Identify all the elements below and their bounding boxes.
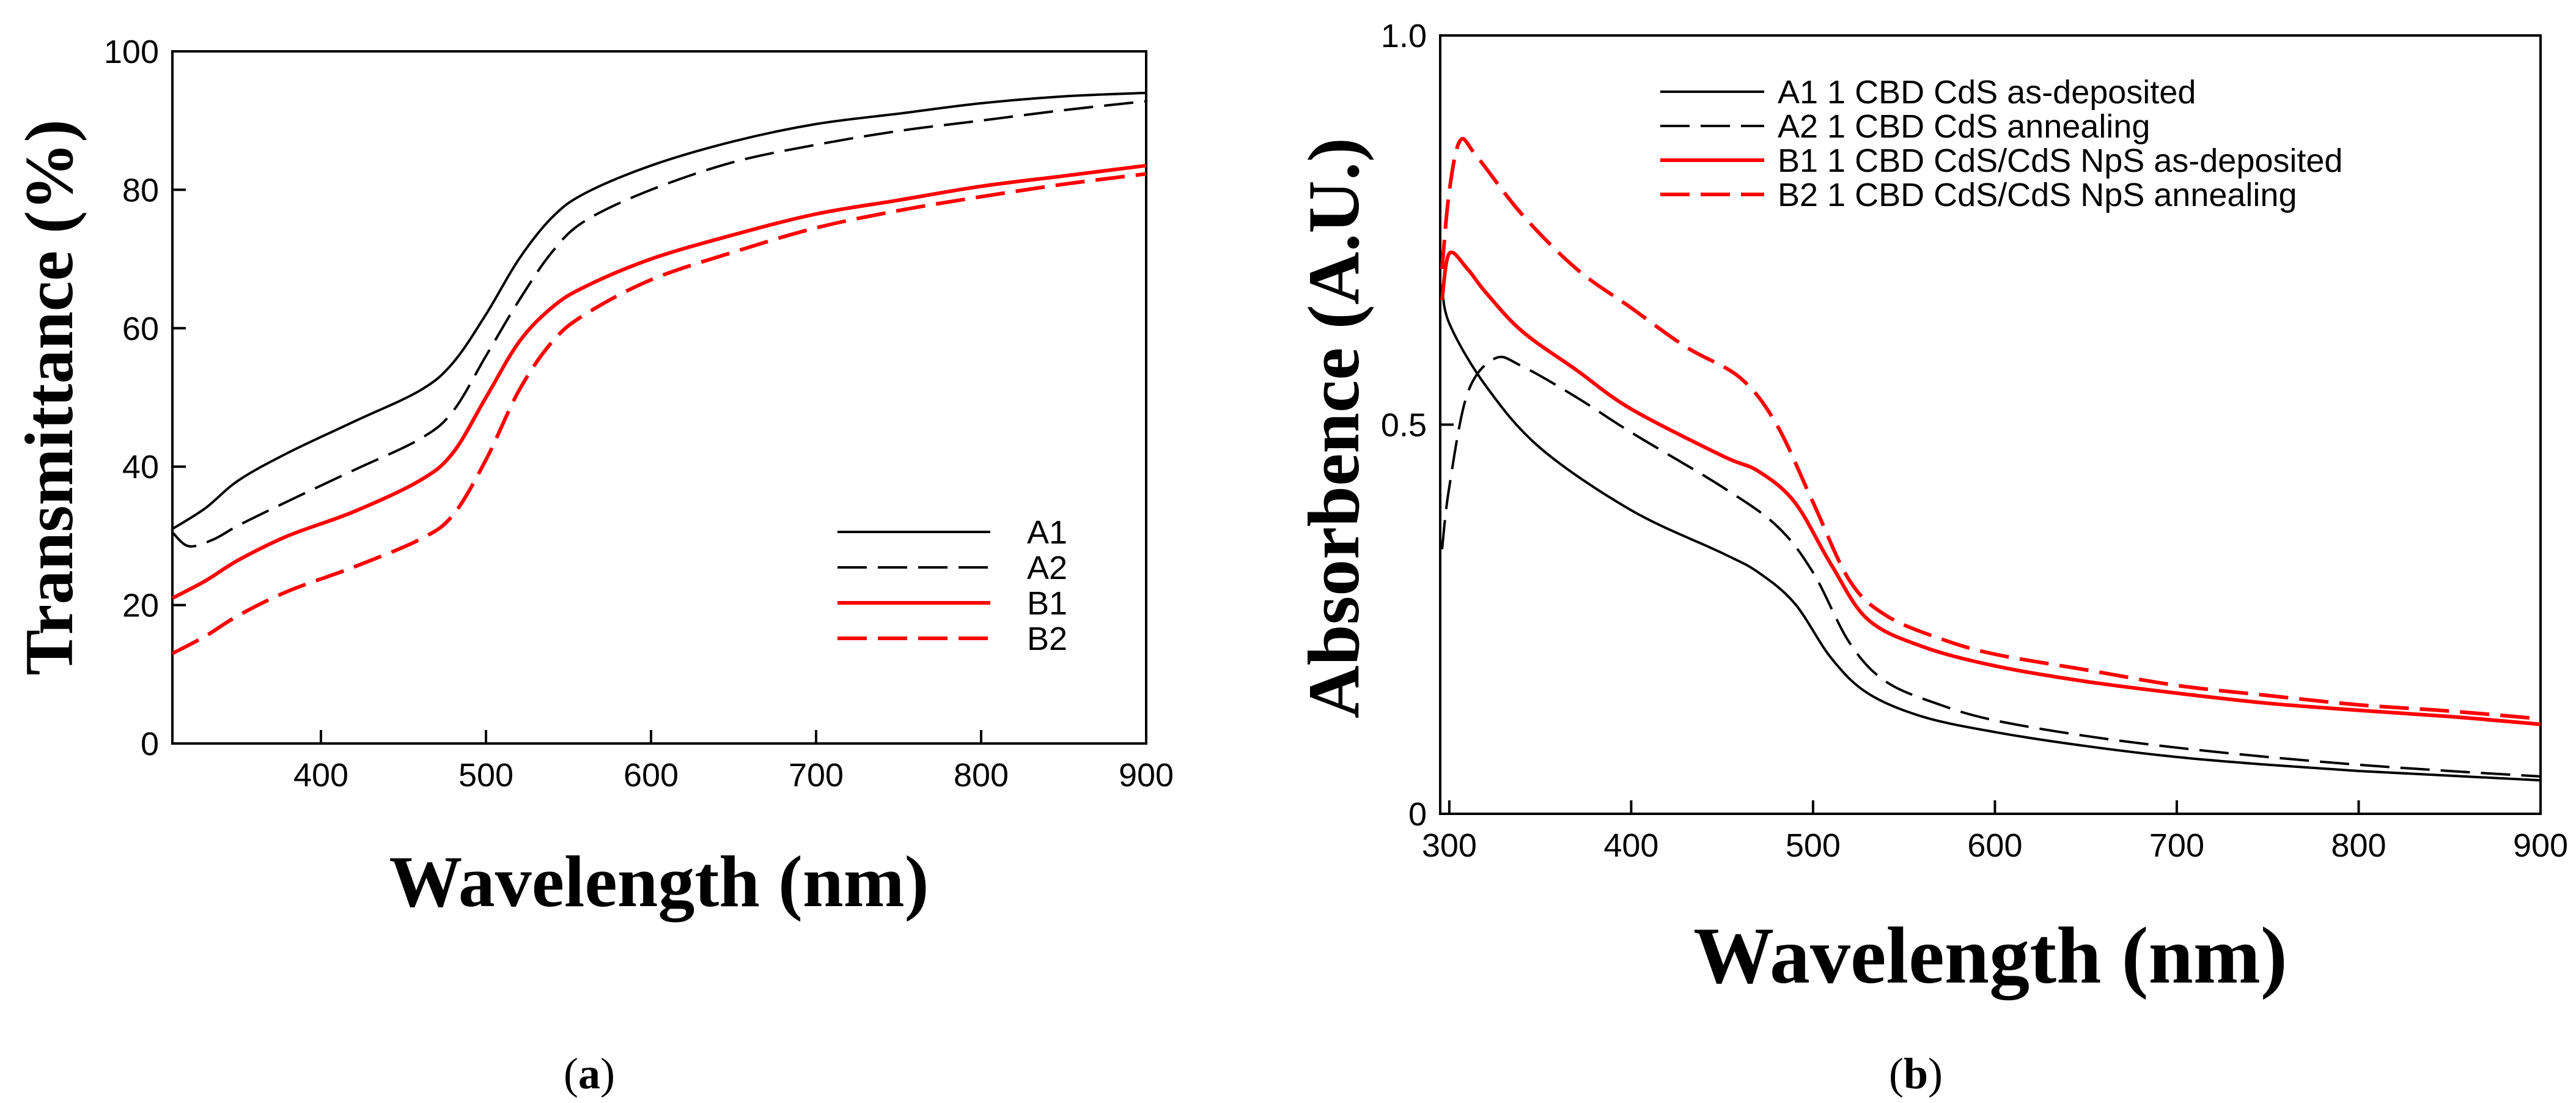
panel-b-x-tick-label: 800 bbox=[2331, 827, 2386, 864]
panel-b-axis-ticks: 300 400 500 600 700 800 900 0 0.5 1.0 bbox=[1381, 18, 2568, 864]
panel-a-axis-ticks: 400 500 600 700 800 900 0 20 40 60 80 100 bbox=[104, 34, 1174, 794]
panel-a-x-tick-label: 500 bbox=[458, 757, 513, 794]
panel-b-y-axis-title: Absorbence (A.U.) bbox=[1293, 138, 1374, 718]
panel-b-series-a1 bbox=[1441, 284, 2541, 782]
panel-b-series-a2 bbox=[1441, 355, 2541, 778]
panel-b-x-tick-label: 500 bbox=[1786, 827, 1841, 864]
panel-a-y-tick-label: 20 bbox=[122, 588, 159, 624]
panel-b-y-tick-label: 0.5 bbox=[1381, 407, 1427, 444]
panel-a-plot-frame bbox=[171, 50, 1147, 745]
panel-b-series-b2 bbox=[1440, 136, 2541, 721]
panel-b-x-tick-label: 900 bbox=[2513, 827, 2568, 864]
panel-b-y-tick-label: 1.0 bbox=[1381, 18, 1427, 54]
panel-b-legend-label-a1: A1 1 CBD CdS as-deposited bbox=[1778, 74, 2196, 111]
panel-a-label-letter: a bbox=[578, 1049, 600, 1098]
panel-a-x-tick-label: 800 bbox=[954, 757, 1009, 794]
panel-b-series-lines bbox=[1440, 136, 2541, 782]
panel-a-y-tick-label: 0 bbox=[141, 726, 159, 762]
panel-a-legend-label-b2: B2 bbox=[1027, 621, 1067, 657]
panel-a-y-tick-label: 60 bbox=[122, 311, 159, 347]
panel-a-x-tick-label: 400 bbox=[293, 757, 348, 794]
panel-a-series-lines bbox=[171, 91, 1147, 655]
panel-b-x-tick-label: 300 bbox=[1422, 827, 1477, 864]
panel-b-absorbance-chart: 300 400 500 600 700 800 900 0 0.5 1.0 A1 1 CBD Cd… bbox=[1293, 18, 2568, 1098]
panel-b-y-tick-label: 0 bbox=[1408, 796, 1427, 833]
panel-a-y-tick-label: 100 bbox=[104, 34, 159, 70]
panel-a-legend-label-a2: A2 bbox=[1027, 550, 1067, 586]
panel-a-series-a1 bbox=[171, 91, 1147, 530]
panel-a-x-tick-label: 600 bbox=[624, 757, 679, 794]
panel-a-label: (a) bbox=[564, 1049, 615, 1098]
panel-a-legend-label-a1: A1 bbox=[1027, 514, 1067, 551]
panel-b-x-axis-title: Wavelength (nm) bbox=[1693, 910, 2287, 1000]
panel-b-legend-label-b2: B2 1 CBD CdS/CdS NpS annealing bbox=[1778, 177, 2297, 213]
panel-b-x-tick-label: 400 bbox=[1603, 827, 1658, 864]
panel-b-legend-label-a2: A2 1 CBD CdS annealing bbox=[1778, 108, 2150, 145]
panel-b-series-b1 bbox=[1440, 250, 2541, 726]
panel-b-x-tick-label: 700 bbox=[2149, 827, 2204, 864]
panel-a-x-tick-label: 700 bbox=[789, 757, 844, 794]
panel-a-y-tick-label: 80 bbox=[122, 172, 159, 208]
panel-b-label-letter: b bbox=[1904, 1049, 1928, 1098]
panel-a-y-tick-label: 40 bbox=[122, 449, 159, 485]
panel-a-y-axis-title: Transmittance (%) bbox=[12, 119, 87, 675]
panel-a-x-axis-title: Wavelength (nm) bbox=[389, 841, 929, 923]
panel-a-series-a2 bbox=[171, 100, 1147, 548]
panel-b-x-tick-label: 600 bbox=[1967, 827, 2022, 864]
panel-a-x-tick-label: 900 bbox=[1119, 757, 1174, 794]
panel-b-label: (b) bbox=[1889, 1049, 1943, 1098]
panel-a-series-b1 bbox=[171, 163, 1147, 600]
panel-a-legend-label-b1: B1 bbox=[1027, 585, 1067, 622]
panel-a-series-b2 bbox=[171, 172, 1147, 655]
panel-b-legend-label-b1: B1 1 CBD CdS/CdS NpS as-deposited bbox=[1778, 142, 2342, 179]
